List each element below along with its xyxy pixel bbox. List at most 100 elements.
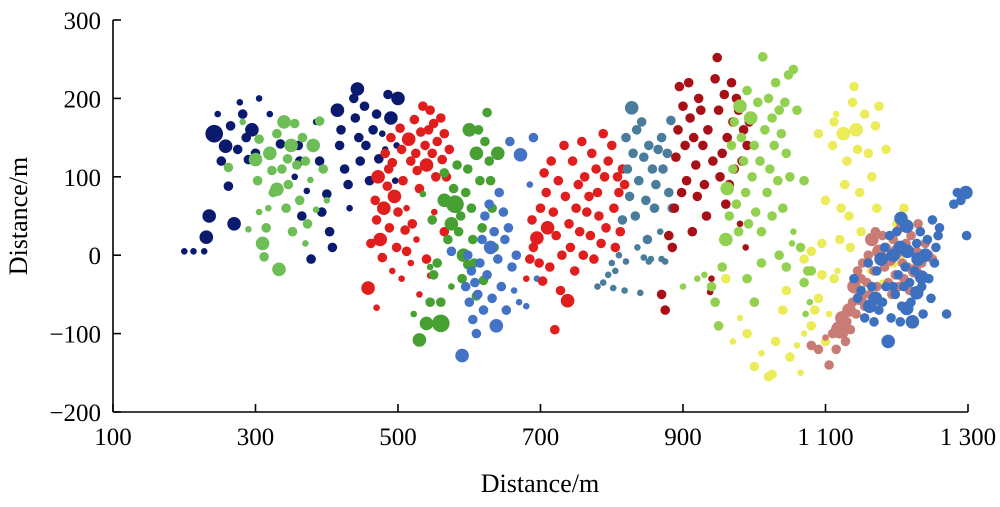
scatter-point: [491, 146, 505, 161]
x-tick-label: 500: [379, 424, 417, 451]
scatter-point: [649, 203, 660, 213]
x-tick-label: 300: [237, 424, 275, 451]
scatter-point: [612, 267, 619, 275]
scatter-point: [373, 232, 388, 247]
scatter-point: [856, 226, 866, 237]
scatter-point: [749, 297, 760, 308]
y-tick-label: −100: [49, 322, 101, 349]
scatter-point: [443, 234, 453, 245]
scatter-point: [607, 140, 617, 151]
scatter-point: [722, 132, 732, 143]
scatter-point: [550, 324, 560, 335]
scatter-point: [710, 74, 720, 84]
scatter-point: [416, 127, 426, 137]
scatter-point: [426, 263, 434, 271]
scatter-point: [261, 223, 272, 233]
scatter-point: [867, 281, 877, 292]
scatter-point: [742, 85, 752, 96]
scatter-point: [448, 283, 455, 290]
scatter-point: [487, 293, 497, 304]
scatter-point: [906, 230, 916, 241]
y-tick-label: 300: [64, 8, 102, 35]
scatter-point: [949, 199, 959, 209]
scatter-point: [829, 117, 839, 127]
scatter-point: [785, 172, 795, 182]
scatter-point: [202, 209, 216, 223]
scatter-point: [708, 156, 718, 166]
scatter-point: [510, 287, 518, 294]
scatter-point: [302, 219, 313, 229]
scatter-point: [610, 242, 621, 253]
scatter-point: [181, 248, 188, 255]
scatter-point: [239, 118, 246, 126]
scatter-point: [918, 309, 928, 319]
scatter-point: [678, 101, 688, 111]
scatter-point: [469, 146, 484, 161]
scatter-point: [674, 81, 685, 92]
scatter-point: [420, 140, 430, 151]
scatter-point: [634, 244, 641, 251]
scatter-point: [270, 182, 284, 197]
scatter-point: [484, 156, 495, 166]
scatter-point: [881, 281, 891, 292]
scatter-point: [877, 230, 888, 241]
scatter-point: [852, 266, 863, 276]
scatter-point: [463, 250, 473, 260]
scatter-point: [419, 158, 434, 172]
scatter-point: [530, 231, 544, 245]
scatter-point: [640, 254, 648, 261]
scatter-point: [941, 309, 952, 319]
scatter-point: [396, 144, 407, 155]
scatter-point: [781, 148, 792, 159]
scatter-point: [560, 191, 571, 202]
scatter-point: [453, 226, 464, 237]
scatter-point: [614, 187, 624, 198]
axes-layer: [112, 20, 968, 413]
scatter-point: [835, 234, 845, 245]
scatter-point: [929, 258, 940, 268]
scatter-point: [265, 204, 272, 212]
scatter-point: [489, 319, 504, 333]
scatter-point: [218, 139, 233, 153]
scatter-point: [813, 344, 824, 355]
scatter-point: [577, 136, 587, 147]
scatter-point: [227, 217, 241, 231]
scatter-point: [641, 195, 651, 206]
scatter-point: [407, 219, 418, 229]
scatter-point: [849, 273, 859, 284]
scatter-point: [856, 285, 866, 296]
scatter-point: [371, 109, 382, 119]
scatter-point: [573, 179, 584, 190]
scatter-point: [756, 258, 767, 268]
scatter-point: [307, 176, 314, 184]
scatter-point: [255, 208, 263, 216]
scatter-point: [895, 317, 906, 327]
scatter-point: [719, 89, 730, 100]
scatter-point: [410, 310, 418, 318]
scatter-point: [300, 156, 311, 166]
scatter-point: [513, 148, 528, 162]
scatter-point: [564, 219, 574, 229]
scatter-point: [471, 328, 482, 339]
scatter-point: [664, 230, 674, 241]
scatter-point: [463, 164, 473, 174]
scatter-point: [248, 152, 263, 167]
scatter-point: [455, 211, 466, 221]
scatter-point: [806, 321, 817, 331]
scatter-point: [377, 201, 391, 215]
scatter-point: [427, 215, 438, 225]
scatter-point: [799, 277, 809, 288]
scatter-point: [934, 223, 945, 233]
scatter-point: [368, 125, 378, 135]
scatter-point: [774, 105, 784, 115]
scatter-point: [778, 305, 788, 315]
scatter-point: [477, 234, 487, 245]
scatter-point: [545, 262, 555, 272]
scatter-point: [831, 344, 841, 355]
scatter-point: [475, 258, 485, 268]
scatter-point: [579, 172, 590, 182]
scatter-point: [314, 116, 325, 126]
scatter-point: [551, 230, 561, 241]
scatter-point: [676, 187, 687, 198]
scatter-point: [272, 262, 286, 277]
